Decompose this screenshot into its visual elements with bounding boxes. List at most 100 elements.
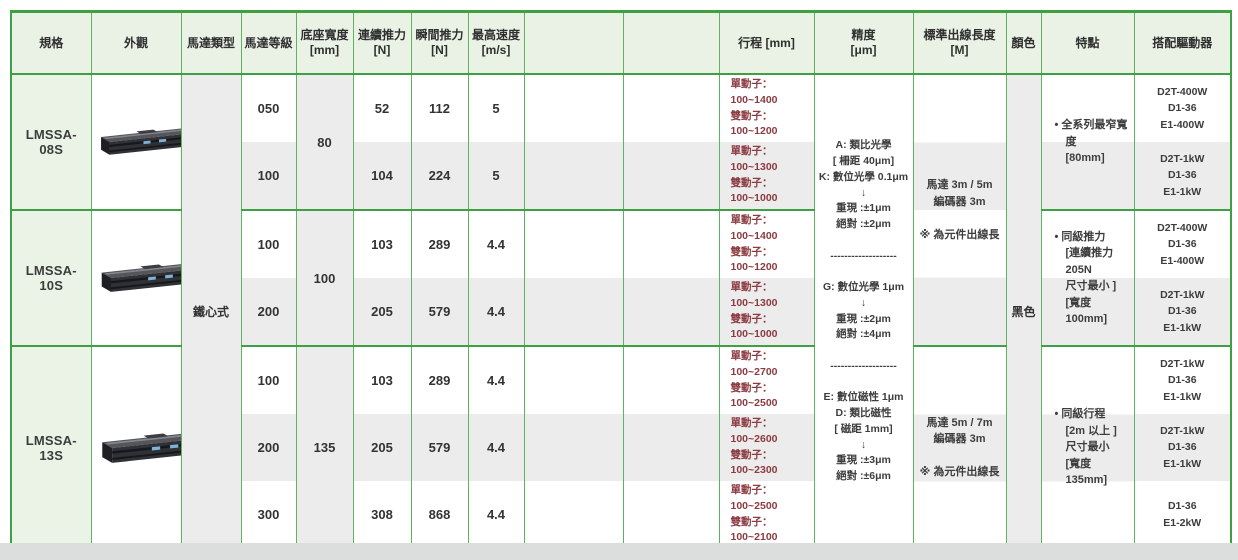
col-header-empty-1 [523, 11, 624, 75]
linear-motor-stage-image [100, 128, 180, 155]
linear-motor-spec-table: 規格 外觀 馬達類型 馬達等級 底座寬度 [mm] 連續推力 [N] 瞬間推力 … [10, 10, 1232, 551]
model-cell: LMSSA-10S [10, 209, 92, 346]
stroke-cell: 單動子：100~1300 雙動子：100~1000 [718, 278, 815, 346]
col-header-cable-length: 標準出線長度 [M] [912, 11, 1007, 75]
driver-cell: D2T-400W D1-36 E1-400W [1133, 74, 1232, 142]
empty-cell [622, 345, 720, 414]
motor-grade-cell: 100 [240, 345, 297, 414]
linear-motor-stage-image [101, 433, 180, 463]
empty-cell [622, 74, 720, 142]
table-row: 300 308 868 4.4 單動子：100~2500 雙動子：100~210… [11, 481, 1232, 550]
col-header-motor-type: 馬達類型 [180, 11, 242, 75]
empty-cell [523, 142, 624, 210]
empty-cell [523, 345, 624, 414]
motor-grade-cell: 300 [240, 481, 297, 550]
features-cell: • 全系列最窄寬度 [80mm] [1040, 74, 1135, 210]
features-cell: • 同級推力 [連續推力 205N 尺寸最小 ] [寬度 100mm] [1040, 209, 1135, 346]
col-header-base-width: 底座寬度 [mm] [295, 11, 354, 75]
table-row: LMSSA-08S 鐵心式 050 8 [10, 74, 1232, 550]
peak-force-cell: 579 [410, 414, 469, 481]
motor-grade-cell: 200 [240, 414, 297, 481]
col-header-accuracy: 精度 [μm] [813, 11, 914, 75]
max-speed-cell: 5 [467, 74, 525, 142]
table-row: 200 205 579 4.4 單動子：100~2600 雙動子：100~230… [11, 414, 1232, 481]
driver-cell: D2T-1kW D1-36 E1-1kW [1133, 278, 1232, 346]
max-speed-cell: 4.4 [467, 481, 525, 550]
col-header-empty-2 [622, 11, 720, 75]
base-width-cell: 80 [295, 74, 354, 210]
max-speed-cell: 4.4 [467, 414, 525, 481]
col-header-stroke: 行程 [mm] [718, 11, 815, 75]
page-bottom-bar [0, 543, 1238, 560]
col-header-peak-force: 瞬間推力 [N] [410, 11, 469, 75]
stroke-cell: 單動子：100~2700 雙動子：100~2500 [718, 345, 815, 414]
model-cell: LMSSA-13S [10, 345, 92, 550]
peak-force-cell: 289 [410, 345, 469, 414]
cable-length-cell: 馬達 5m / 7m 編碼器 3m ※ 為元件出線長 [912, 345, 1007, 550]
features-cell: • 同級行程 [2m 以上 ] 尺寸最小 [寬度 135mm] [1040, 345, 1135, 550]
driver-cell: D1-36 E1-2kW [1133, 481, 1232, 550]
peak-force-cell: 868 [410, 481, 469, 550]
col-header-continuous-force: 連續推力 [N] [352, 11, 412, 75]
header-row: 規格 外觀 馬達類型 馬達等級 底座寬度 [mm] 連續推力 [N] 瞬間推力 … [10, 11, 1232, 75]
table-row: LMSSA-10S 100 100 1 [10, 209, 1232, 346]
empty-cell [523, 481, 624, 550]
max-speed-cell: 5 [467, 142, 525, 210]
driver-cell: D2T-1kW D1-36 E1-1kW [1133, 142, 1232, 210]
stroke-cell: 單動子：100~1300 雙動子：100~1000 [718, 142, 815, 210]
empty-cell [523, 414, 624, 481]
col-header-spec: 規格 [10, 11, 92, 75]
continuous-force-cell: 308 [352, 481, 412, 550]
product-photo-lmssa-13s [90, 345, 182, 550]
col-header-appearance: 外觀 [90, 11, 182, 75]
empty-cell [622, 414, 720, 481]
cable-length-cell: 馬達 3m / 5m 編碼器 3m ※ 為元件出線長 [912, 74, 1007, 346]
empty-cell [622, 209, 720, 278]
stroke-cell: 單動子：100~2500 雙動子：100~2100 [718, 481, 815, 550]
col-header-driver: 搭配驅動器 [1133, 11, 1232, 75]
table-row: 100 104 224 5 單動子：100~1300 雙動子：100~1000 … [11, 142, 1232, 210]
col-header-max-speed: 最高速度 [m/s] [467, 11, 525, 75]
peak-force-cell: 579 [410, 278, 469, 346]
max-speed-cell: 4.4 [467, 278, 525, 346]
peak-force-cell: 289 [410, 209, 469, 278]
accuracy-cell: A: 類比光學 [ 柵距 40μm] K: 數位光學 0.1μm ↓ 重現 :±… [813, 74, 914, 550]
motor-type-cell: 鐵心式 [180, 74, 242, 550]
table-row: LMSSA-13S 100 135 1 [10, 345, 1232, 550]
stroke-cell: 單動子：100~2600 雙動子：100~2300 [718, 414, 815, 481]
empty-cell [622, 481, 720, 550]
continuous-force-cell: 52 [352, 74, 412, 142]
stroke-cell: 單動子：100~1400 雙動子：100~1200 [718, 209, 815, 278]
color-cell: 黑色 [1005, 74, 1042, 550]
continuous-force-cell: 103 [352, 345, 412, 414]
motor-grade-cell: 050 [240, 74, 297, 142]
empty-cell [523, 209, 624, 278]
col-header-features: 特點 [1040, 11, 1135, 75]
motor-grade-cell: 200 [240, 278, 297, 346]
peak-force-cell: 112 [410, 74, 469, 142]
linear-motor-stage-image [101, 264, 180, 292]
col-header-color: 顏色 [1005, 11, 1042, 75]
stroke-cell: 單動子：100~1400 雙動子：100~1200 [718, 74, 815, 142]
peak-force-cell: 224 [410, 142, 469, 210]
base-width-cell: 135 [295, 345, 354, 550]
motor-grade-cell: 100 [240, 209, 297, 278]
empty-cell [622, 142, 720, 210]
product-photo-lmssa-08s [90, 74, 182, 210]
empty-cell [523, 278, 624, 346]
base-width-cell: 100 [295, 209, 354, 346]
product-photo-lmssa-10s [90, 209, 182, 346]
continuous-force-cell: 104 [352, 142, 412, 210]
max-speed-cell: 4.4 [467, 345, 525, 414]
continuous-force-cell: 205 [352, 278, 412, 346]
table-row: 200 205 579 4.4 單動子：100~1300 雙動子：100~100… [11, 278, 1232, 346]
continuous-force-cell: 205 [352, 414, 412, 481]
motor-grade-cell: 100 [240, 142, 297, 210]
driver-cell: D2T-1kW D1-36 E1-1kW [1133, 345, 1232, 414]
driver-cell: D2T-400W D1-36 E1-400W [1133, 209, 1232, 278]
driver-cell: D2T-1kW D1-36 E1-1kW [1133, 414, 1232, 481]
empty-cell [622, 278, 720, 346]
max-speed-cell: 4.4 [467, 209, 525, 278]
empty-cell [523, 74, 624, 142]
